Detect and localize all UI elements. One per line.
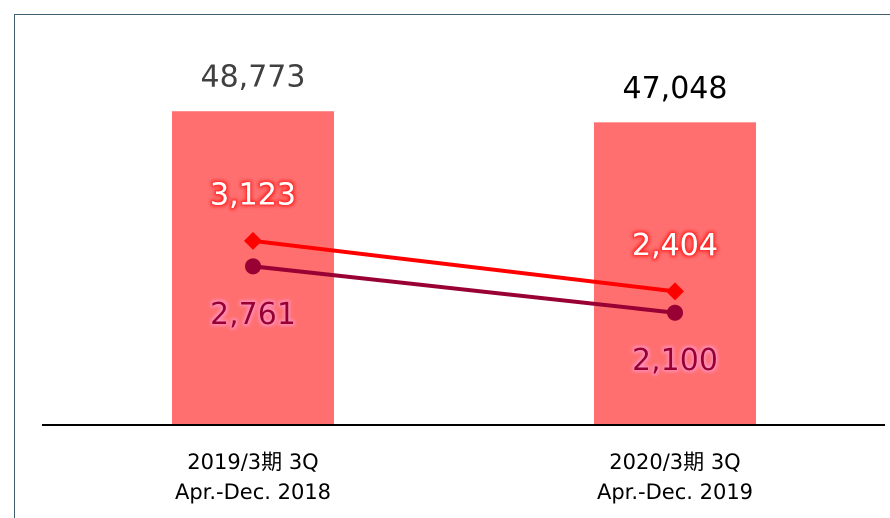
point-value-label: 2,404 xyxy=(632,228,718,263)
point-value-label: 2,100 xyxy=(632,343,718,378)
bar-value-label: 48,773 xyxy=(201,60,306,95)
point-value-label: 3,123 xyxy=(210,177,296,212)
point xyxy=(667,304,683,321)
point xyxy=(666,282,684,301)
x-category-label: Apr.-Dec. 2019 xyxy=(597,480,753,504)
x-category-label: Apr.-Dec. 2018 xyxy=(175,480,331,504)
frame xyxy=(14,14,890,518)
line xyxy=(252,264,676,315)
x-category-label: 2019/3期 3Q xyxy=(187,450,318,474)
point xyxy=(244,231,262,250)
point xyxy=(245,258,261,275)
bar xyxy=(594,122,756,426)
x-category-label: 2020/3期 3Q xyxy=(609,450,740,474)
line xyxy=(252,238,676,294)
point-value-label: 2,761 xyxy=(210,297,296,332)
bar-value-label: 47,048 xyxy=(623,71,728,106)
